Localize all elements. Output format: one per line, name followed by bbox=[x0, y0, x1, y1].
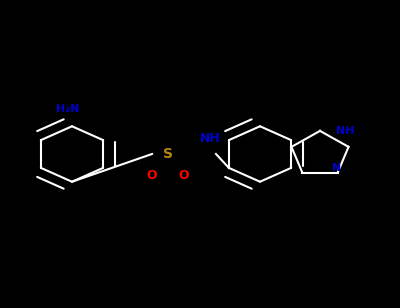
Text: NH: NH bbox=[336, 126, 354, 136]
Text: O: O bbox=[179, 169, 189, 182]
Text: O: O bbox=[147, 169, 157, 182]
Text: N: N bbox=[332, 163, 341, 173]
Text: S: S bbox=[163, 147, 173, 161]
Text: NH: NH bbox=[200, 132, 221, 145]
Text: H₂N: H₂N bbox=[56, 104, 80, 114]
